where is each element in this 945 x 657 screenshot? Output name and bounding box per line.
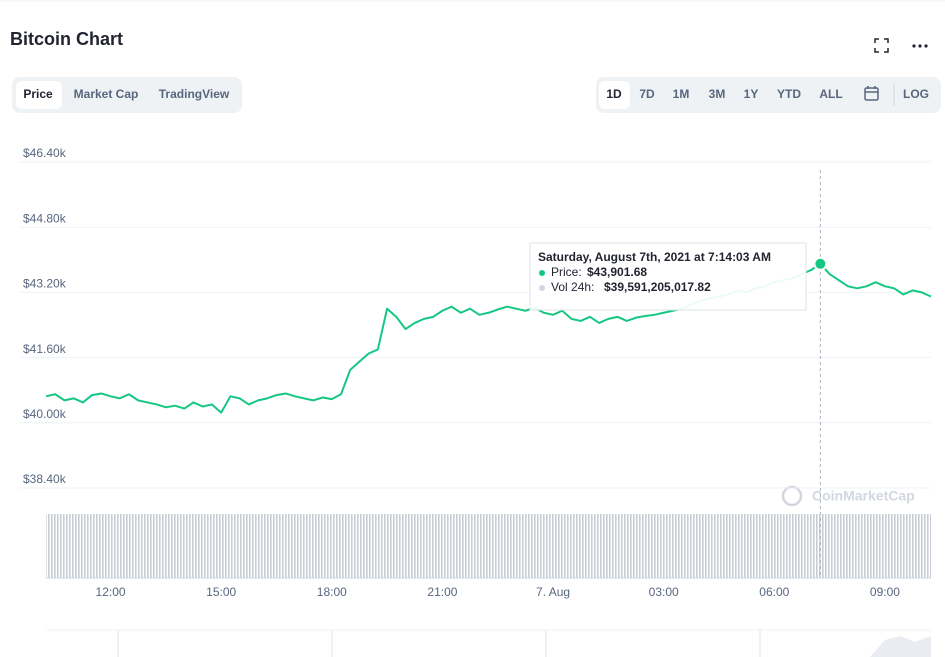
watermark-text: CoinMarketCap bbox=[812, 488, 915, 504]
y-tick-label: $38.40k bbox=[23, 472, 67, 486]
range-button[interactable]: 1Y bbox=[744, 87, 759, 101]
tab[interactable]: TradingView bbox=[159, 87, 230, 101]
calendar-icon[interactable] bbox=[864, 86, 879, 101]
x-tick-label: 21:00 bbox=[427, 585, 457, 599]
x-tick-label: 06:00 bbox=[759, 585, 789, 599]
navigator-ticks bbox=[117, 630, 761, 657]
title: Bitcoin Chart bbox=[10, 29, 123, 49]
tooltip-box bbox=[529, 242, 807, 311]
x-tick-label: 03:00 bbox=[649, 585, 679, 599]
range-button[interactable]: 7D bbox=[639, 87, 655, 101]
range-button[interactable]: 3M bbox=[709, 87, 726, 101]
volume-value: $39,591,205,017.82 bbox=[604, 280, 711, 294]
navigator-preview bbox=[870, 636, 931, 657]
fullscreen-icon[interactable] bbox=[874, 38, 889, 53]
range-button[interactable]: 1D bbox=[606, 87, 622, 101]
tooltip: Saturday, August 7th, 2021 at 7:14:03 AM… bbox=[529, 242, 807, 311]
x-tick-label: 12:00 bbox=[96, 585, 126, 599]
watermark: CoinMarketCap bbox=[781, 485, 915, 507]
range-button[interactable]: LOG bbox=[903, 87, 929, 101]
active-tab bbox=[16, 81, 62, 109]
price-dot bbox=[539, 270, 545, 276]
active-range bbox=[599, 81, 630, 109]
x-tick-label: 15:00 bbox=[206, 585, 236, 599]
range-button[interactable]: 1M bbox=[673, 87, 690, 101]
y-tick-label: $44.80k bbox=[23, 211, 67, 225]
x-tick-label: 18:00 bbox=[317, 585, 347, 599]
y-tick-label: $46.40k bbox=[23, 146, 67, 160]
range-button[interactable]: YTD bbox=[777, 87, 801, 101]
volume-dot bbox=[539, 285, 545, 291]
x-tick-label: 09:00 bbox=[870, 585, 900, 599]
tab[interactable]: Price bbox=[23, 87, 53, 101]
x-tick-label: 7. Aug bbox=[536, 585, 570, 599]
tooltip-title: Saturday, August 7th, 2021 at 7:14:03 AM bbox=[538, 250, 771, 264]
y-tick-label: $40.00k bbox=[23, 407, 67, 421]
tab-group bbox=[12, 77, 242, 113]
plot: $38.40k $40.00k $41.60k $43.20k $44.80k $46.4… bbox=[20, 146, 932, 599]
hover-point bbox=[813, 256, 828, 271]
range-group bbox=[596, 77, 941, 113]
price-label: Price: bbox=[551, 265, 582, 279]
tab[interactable]: Market Cap bbox=[74, 87, 139, 101]
y-tick-label: $41.60k bbox=[23, 342, 67, 356]
range-button[interactable]: ALL bbox=[819, 87, 842, 101]
price-value: $43,901.68 bbox=[587, 265, 647, 279]
more-icon[interactable] bbox=[912, 44, 928, 48]
y-tick-label: $43.20k bbox=[23, 277, 67, 291]
volume-label: Vol 24h: bbox=[551, 280, 594, 294]
volume-bars bbox=[46, 514, 931, 578]
